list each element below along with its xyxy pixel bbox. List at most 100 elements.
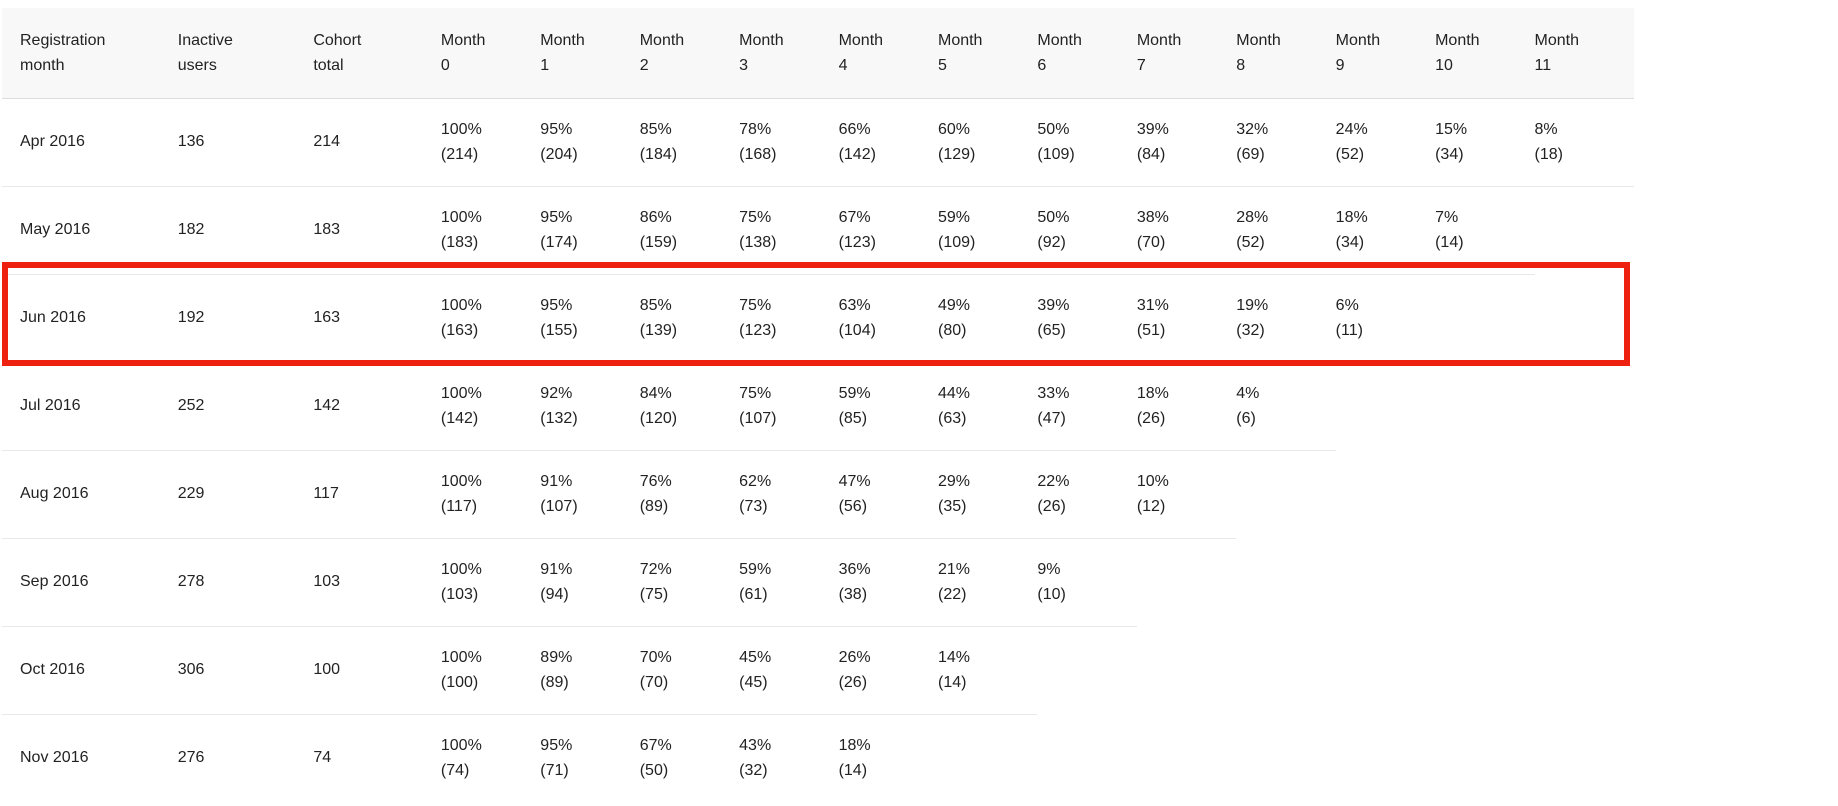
cell-cohort-total: 103 bbox=[313, 538, 441, 627]
cell-month-1: 91% (94) bbox=[540, 538, 640, 627]
retention-count: (92) bbox=[1037, 234, 1066, 251]
retention-count: (14) bbox=[937, 674, 967, 691]
retention-count: (6) bbox=[1236, 410, 1256, 427]
column-header-month-0: Month 0 bbox=[440, 8, 541, 99]
retention-count: (75) bbox=[639, 586, 669, 603]
column-header-label: 7 bbox=[1136, 56, 1146, 74]
cell-month-8-empty bbox=[1236, 450, 1335, 538]
cell-month-1: 95% (155) bbox=[540, 274, 640, 363]
retention-count: (109) bbox=[1037, 146, 1075, 163]
cell-month-10-empty bbox=[1435, 626, 1534, 714]
retention-percent: 100% bbox=[440, 297, 482, 314]
retention-count: (74) bbox=[440, 762, 470, 780]
column-header-label: Month bbox=[1236, 31, 1281, 49]
retention-count: (32) bbox=[1236, 322, 1265, 339]
retention-percent: 91% bbox=[540, 473, 573, 490]
cohort-table-header-row: Registration month Inactive users Cohort tota… bbox=[2, 8, 1634, 99]
retention-count: (163) bbox=[440, 322, 479, 339]
column-header-label: Month bbox=[1037, 31, 1082, 49]
cell-cohort-total: 100 bbox=[313, 626, 441, 715]
cell-inactive-users: 182 bbox=[177, 186, 314, 275]
cell-month-0: 100% (117) bbox=[440, 450, 541, 539]
retention-count: (107) bbox=[540, 498, 578, 515]
cell-month-7-empty bbox=[1137, 626, 1236, 714]
column-header-label: Month bbox=[838, 31, 884, 49]
cell-month-0: 100% (100) bbox=[440, 626, 541, 715]
cell-month-9-empty bbox=[1336, 538, 1435, 626]
cell-month-10-empty bbox=[1435, 274, 1534, 362]
retention-count: (52) bbox=[1236, 234, 1265, 251]
retention-count: (142) bbox=[838, 146, 876, 163]
cell-month-4: 66% (142) bbox=[838, 98, 938, 187]
cell-month-3: 75% (107) bbox=[739, 362, 839, 451]
retention-count: (18) bbox=[1534, 146, 1563, 163]
table-row-nov-2016: Nov 2016 276 74 100% (74) 95% (71) 67% (50) 43% (3… bbox=[2, 714, 1634, 802]
cell-month-8: 28% (52) bbox=[1236, 186, 1336, 275]
column-header-label: Registration bbox=[20, 31, 106, 49]
table-row-aug-2016: Aug 2016 229 117 100% (117) 91% (107) 76% (89) 62… bbox=[2, 450, 1634, 539]
retention-count: (11) bbox=[1335, 322, 1363, 339]
cell-month-10-empty bbox=[1435, 362, 1534, 450]
retention-percent: 85% bbox=[639, 121, 672, 138]
cell-inactive-users: 278 bbox=[177, 538, 314, 627]
cell-month-3: 45% (45) bbox=[739, 626, 839, 715]
retention-count: (138) bbox=[739, 234, 777, 251]
cell-cohort-total: 117 bbox=[313, 450, 441, 539]
column-header-label: 1 bbox=[540, 56, 550, 74]
retention-count: (80) bbox=[937, 322, 967, 339]
retention-percent: 8% bbox=[1534, 121, 1558, 138]
cell-month-2: 86% (159) bbox=[639, 186, 740, 275]
cell-inactive-users: 252 bbox=[177, 362, 314, 451]
column-header-inactive-users: Inactive users bbox=[177, 8, 314, 99]
retention-percent: 85% bbox=[639, 297, 672, 314]
retention-percent: 29% bbox=[937, 473, 971, 490]
retention-count: (50) bbox=[639, 762, 669, 780]
retention-count: (129) bbox=[937, 146, 976, 163]
column-header-month-6: Month 6 bbox=[1037, 8, 1137, 99]
retention-count: (132) bbox=[540, 410, 578, 427]
retention-count: (117) bbox=[440, 498, 478, 515]
cell-month-4: 47% (56) bbox=[838, 450, 938, 539]
cell-month-3: 43% (32) bbox=[739, 714, 838, 802]
cell-month-7: 39% (84) bbox=[1136, 98, 1237, 187]
retention-percent: 100% bbox=[440, 737, 482, 755]
retention-count: (63) bbox=[937, 410, 967, 427]
cell-month-7-empty bbox=[1137, 538, 1236, 626]
retention-percent: 31% bbox=[1136, 297, 1169, 314]
cell-month-1: 95% (204) bbox=[540, 98, 640, 187]
retention-percent: 21% bbox=[937, 561, 971, 578]
retention-percent: 75% bbox=[739, 297, 772, 314]
retention-percent: 84% bbox=[639, 385, 672, 402]
cell-month-5: 60% (129) bbox=[937, 98, 1038, 187]
retention-percent: 47% bbox=[838, 473, 871, 490]
table-row-oct-2016: Oct 2016 306 100 100% (100) 89% (89) 70% (70) 45%… bbox=[2, 626, 1634, 715]
cell-month-0: 100% (142) bbox=[440, 362, 541, 451]
cell-month-8-empty bbox=[1236, 626, 1335, 714]
cell-month-4: 59% (85) bbox=[838, 362, 938, 451]
cell-month-5: 21% (22) bbox=[937, 538, 1038, 627]
cell-month-9: 24% (52) bbox=[1335, 98, 1436, 187]
retention-percent: 45% bbox=[739, 649, 772, 666]
retention-percent: 78% bbox=[739, 121, 772, 138]
column-header-label: Month bbox=[937, 31, 983, 49]
retention-count: (51) bbox=[1136, 322, 1166, 339]
cell-month-3: 75% (138) bbox=[739, 186, 839, 275]
cell-month-9-empty bbox=[1336, 362, 1435, 450]
cell-month-1: 92% (132) bbox=[540, 362, 640, 451]
cell-month-11-empty bbox=[1535, 538, 1634, 626]
retention-count: (107) bbox=[739, 410, 777, 427]
retention-percent: 9% bbox=[1037, 561, 1061, 578]
retention-count: (12) bbox=[1136, 498, 1166, 515]
cohort-table-header: Registration month Inactive users Cohort tota… bbox=[2, 8, 1634, 99]
cell-cohort-total: 163 bbox=[313, 274, 441, 363]
cell-month-7: 18% (26) bbox=[1136, 362, 1237, 451]
column-header-month-9: Month 9 bbox=[1335, 8, 1436, 99]
cell-month-6: 33% (47) bbox=[1037, 362, 1137, 451]
cell-month-8: 32% (69) bbox=[1236, 98, 1336, 187]
retention-percent: 100% bbox=[440, 385, 482, 402]
cell-month-5: 29% (35) bbox=[937, 450, 1038, 539]
retention-count: (22) bbox=[937, 586, 967, 603]
cell-month-5-empty bbox=[938, 714, 1037, 802]
cell-month-2: 70% (70) bbox=[639, 626, 740, 715]
retention-count: (34) bbox=[1435, 146, 1464, 163]
